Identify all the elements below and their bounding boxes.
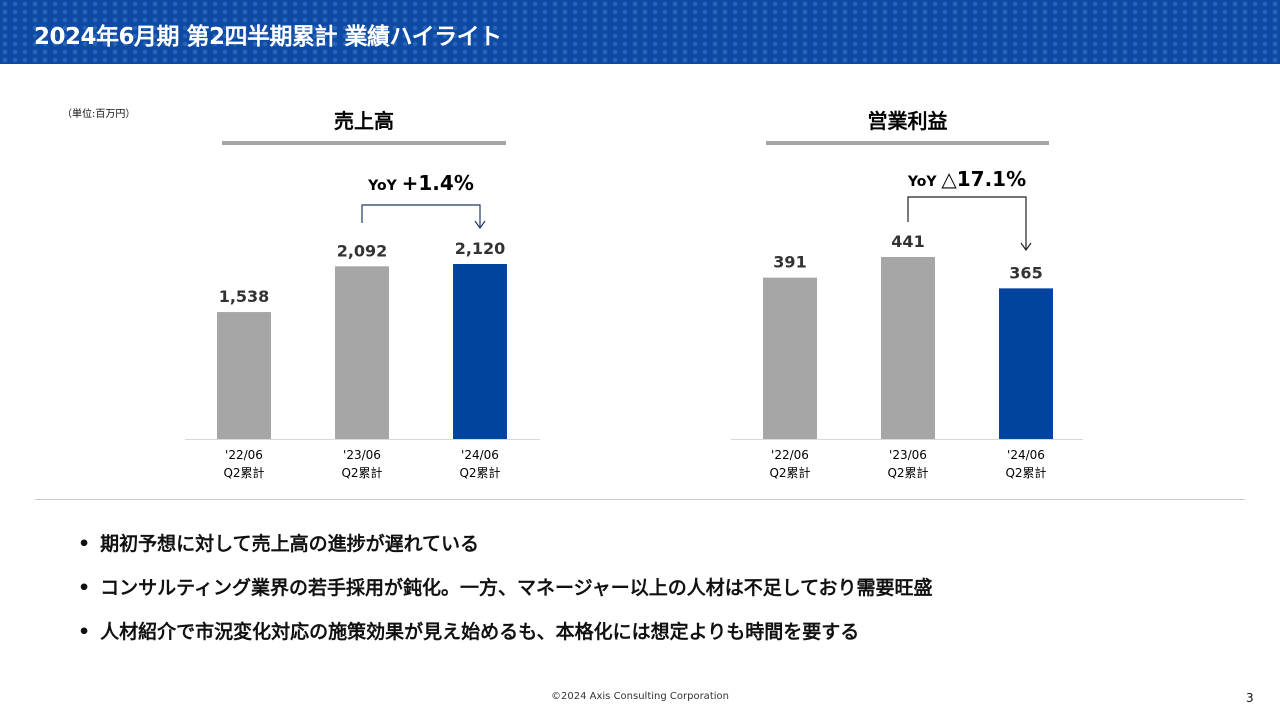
x-tick-label: '24/06	[1007, 448, 1045, 462]
bar	[217, 312, 271, 439]
divider	[35, 499, 1245, 500]
data-label: 2,092	[337, 241, 388, 260]
yoy-label: YoY +1.4%	[367, 171, 474, 195]
yoy-label: YoY △17.1%	[907, 167, 1026, 191]
unit-label: （単位:百万円）	[62, 109, 136, 120]
x-tick-label: '24/06	[461, 448, 499, 462]
charts: 売上高 1,538 '22/06 Q2累計 2,092 '23/06 Q2累計 2,120 '2…	[185, 109, 1083, 480]
copyright: ©2024 Axis Consulting Corporation	[551, 691, 729, 702]
page-title: 2024年6月期 第2四半期累計 業績ハイライト	[34, 24, 502, 50]
x-tick-label: '23/06	[343, 448, 381, 462]
yoy-bracket	[361, 204, 481, 228]
data-label: 391	[773, 253, 806, 272]
title-underline	[766, 141, 1049, 145]
bar	[453, 264, 507, 439]
x-tick-label: '23/06	[889, 448, 927, 462]
bullet-item: 期初予想に対して売上高の進捗が遅れている	[78, 530, 933, 574]
x-tick-label: Q2累計	[459, 465, 500, 480]
yoy-bracket	[907, 196, 1027, 250]
data-label: 2,120	[455, 239, 506, 258]
header-banner: 2024年6月期 第2四半期累計 業績ハイライト	[0, 0, 1280, 64]
bar	[763, 277, 817, 439]
bar	[335, 266, 389, 439]
x-tick-label: Q2累計	[1005, 465, 1046, 480]
x-tick-label: '22/06	[771, 448, 809, 462]
bullet-item: コンサルティング業界の若手採用が鈍化。一方、マネージャー以上の人材は不足しており…	[78, 574, 932, 618]
x-tick-label: Q2累計	[769, 465, 810, 480]
data-label: 1,538	[219, 287, 270, 306]
chart-title: 営業利益	[868, 109, 948, 133]
arrow-head-icon	[474, 220, 486, 230]
x-tick-label: Q2累計	[341, 465, 382, 480]
x-tick-label: Q2累計	[887, 465, 928, 480]
chart-title: 売上高	[334, 109, 394, 133]
bar	[999, 288, 1053, 439]
title-underline	[222, 141, 506, 145]
bullet-item: 人材紹介で市況変化対応の施策効果が見え始めるも、本格化には想定よりも時間を要する	[78, 618, 933, 662]
x-tick-label: '22/06	[225, 448, 263, 462]
page-number: 3	[1246, 691, 1254, 705]
arrow-head-icon	[1020, 242, 1032, 252]
data-label: 441	[891, 232, 924, 251]
bar	[881, 257, 935, 439]
x-tick-label: Q2累計	[223, 465, 264, 480]
bullet-list: 期初予想に対して売上高の進捗が遅れている コンサルティング業界の若手採用が鈍化。…	[78, 530, 933, 662]
data-label: 365	[1009, 263, 1042, 282]
